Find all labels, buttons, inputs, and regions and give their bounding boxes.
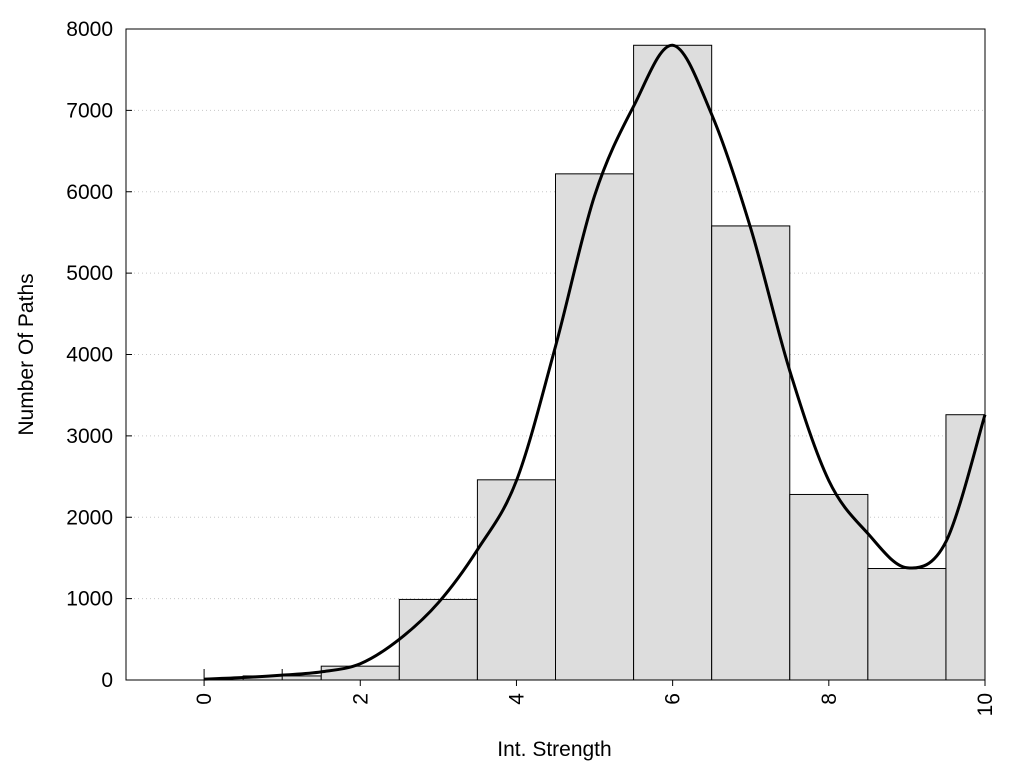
density-curve-line (204, 43, 987, 681)
y-tick-label: 5000 (66, 262, 113, 285)
y-axis-title: Number Of Paths (15, 273, 38, 435)
bar-5 (555, 173, 635, 681)
bar-10 (945, 414, 986, 681)
x-tick-label: 10 (974, 693, 997, 716)
x-tick-label: 2 (349, 693, 372, 705)
x-tick-label: 4 (505, 693, 528, 705)
histogram-bars (203, 44, 986, 681)
bar-6 (633, 44, 713, 681)
bar-4 (476, 479, 556, 681)
bar-2 (320, 665, 400, 681)
y-tick-label: 8000 (66, 18, 113, 41)
x-tick-label: 6 (662, 693, 685, 705)
x-tick-label: 0 (193, 693, 216, 705)
y-tick-label: 6000 (66, 181, 113, 204)
y-tick-label: 2000 (66, 506, 113, 529)
y-tick-label: 0 (101, 669, 113, 692)
y-tick-label: 1000 (66, 588, 113, 611)
bar-7 (711, 225, 791, 681)
bar-8 (789, 493, 869, 681)
y-tick-label: 3000 (66, 425, 113, 448)
y-tick-label: 4000 (66, 344, 113, 367)
x-axis-title: Int. Strength (497, 738, 611, 761)
x-axis-ticks: 0 2 4 6 8 10 (193, 680, 997, 716)
x-tick-label: 8 (818, 693, 841, 705)
bar-3 (398, 598, 478, 681)
y-axis-ticks: 0 1000 2000 3000 4000 5000 6000 7000 8000 (66, 18, 132, 692)
bar-9 (867, 568, 947, 681)
density-curve (204, 43, 987, 681)
y-tick-label: 7000 (66, 99, 113, 122)
